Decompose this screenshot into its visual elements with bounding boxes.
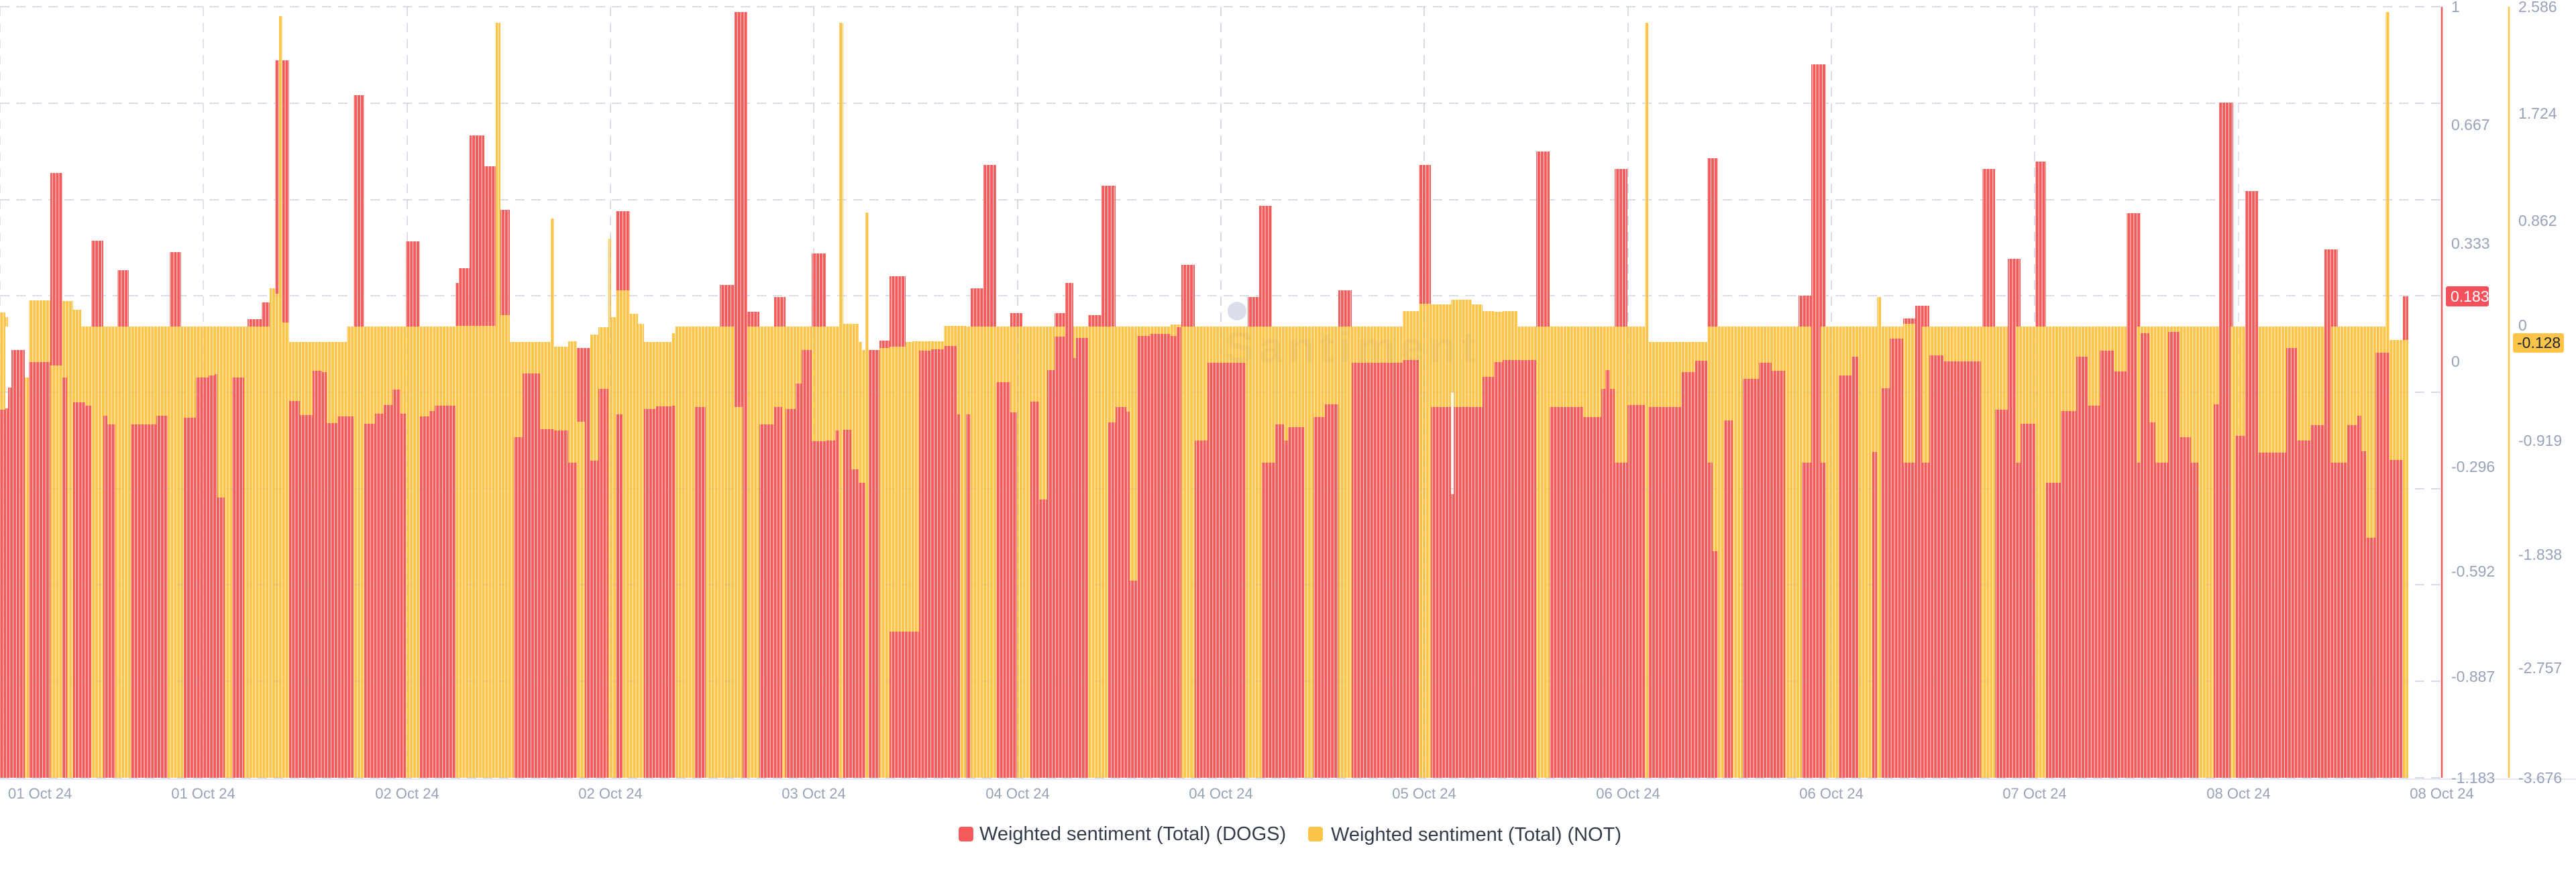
svg-text:-3.676: -3.676 <box>2518 769 2562 786</box>
svg-text:2.586: 2.586 <box>2518 0 2557 15</box>
svg-text:01 Oct 24: 01 Oct 24 <box>171 785 235 802</box>
svg-text:Weighted sentiment (Total) (NO: Weighted sentiment (Total) (NOT) <box>1331 824 1621 845</box>
svg-text:1: 1 <box>2451 0 2460 15</box>
svg-text:06 Oct 24: 06 Oct 24 <box>1799 785 1863 802</box>
svg-text:08 Oct 24: 08 Oct 24 <box>2410 785 2473 802</box>
svg-text:-1.183: -1.183 <box>2451 769 2495 786</box>
svg-text:0: 0 <box>2451 353 2460 370</box>
svg-text:-0.887: -0.887 <box>2451 668 2495 685</box>
svg-text:-0.919: -0.919 <box>2518 432 2562 449</box>
svg-text:0.862: 0.862 <box>2518 212 2557 229</box>
svg-text:0.183: 0.183 <box>2451 288 2489 305</box>
svg-text:-0.296: -0.296 <box>2451 458 2495 475</box>
svg-text:-1.838: -1.838 <box>2518 546 2562 563</box>
svg-text:07 Oct 24: 07 Oct 24 <box>2002 785 2066 802</box>
svg-text:02 Oct 24: 02 Oct 24 <box>375 785 439 802</box>
svg-text:04 Oct 24: 04 Oct 24 <box>1189 785 1252 802</box>
svg-text:-0.592: -0.592 <box>2451 563 2495 580</box>
svg-text:01 Oct 24: 01 Oct 24 <box>8 785 72 802</box>
svg-text:0.667: 0.667 <box>2451 116 2490 133</box>
svg-text:05 Oct 24: 05 Oct 24 <box>1392 785 1456 802</box>
svg-text:Santiment: Santiment <box>1225 323 1481 371</box>
svg-text:04 Oct 24: 04 Oct 24 <box>985 785 1049 802</box>
svg-text:Weighted sentiment (Total) (DO: Weighted sentiment (Total) (DOGS) <box>979 823 1286 845</box>
svg-text:02 Oct 24: 02 Oct 24 <box>578 785 642 802</box>
svg-text:1.724: 1.724 <box>2518 105 2557 122</box>
svg-text:-2.757: -2.757 <box>2518 659 2562 677</box>
svg-text:06 Oct 24: 06 Oct 24 <box>1596 785 1660 802</box>
svg-text:0.333: 0.333 <box>2451 235 2490 252</box>
svg-text:0: 0 <box>2518 316 2527 334</box>
svg-text:-0.128: -0.128 <box>2517 334 2561 351</box>
svg-text:03 Oct 24: 03 Oct 24 <box>782 785 845 802</box>
svg-text:08 Oct 24: 08 Oct 24 <box>2206 785 2270 802</box>
